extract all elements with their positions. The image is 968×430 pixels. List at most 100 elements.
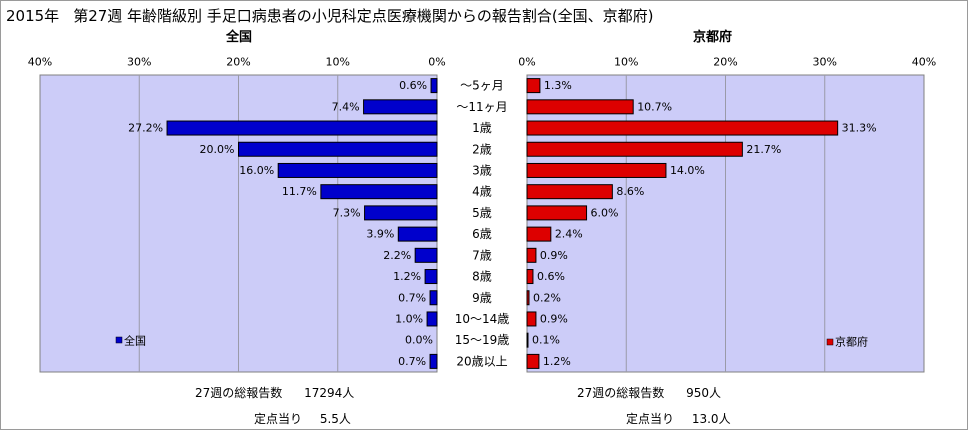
left-bar [430, 78, 438, 94]
right-legend-label: 京都府 [835, 335, 868, 349]
category-label: 9歳 [472, 291, 492, 305]
left-bar-value-label: 16.0% [239, 164, 274, 177]
left-bar [429, 353, 438, 369]
category-label: ～11ヶ月 [456, 100, 507, 114]
left-bar [414, 247, 438, 263]
right-bar [526, 184, 613, 200]
category-label: 5歳 [472, 206, 492, 220]
right-bar [526, 332, 529, 348]
left-tick-label: 20% [226, 56, 250, 69]
right-bar [526, 120, 839, 136]
left-bar-value-label: 7.4% [332, 100, 360, 113]
left-bar [363, 99, 438, 115]
left-bar-value-label: 7.3% [333, 206, 361, 219]
title-text: 第27週 年齢階級別 手足口病患者の小児科定点医療機関からの報告割合(全国、京都… [73, 7, 654, 25]
left-chart-title: 全国 [226, 30, 253, 45]
right-tick-label: 40% [912, 56, 936, 69]
right-bar [526, 226, 552, 242]
left-tick-label: 30% [127, 56, 151, 69]
right-tick-label: 10% [614, 56, 638, 69]
right-per-row: 定点当り 13.0人 [626, 410, 731, 427]
category-label: 20歳以上 [456, 354, 507, 368]
category-label: ～5ヶ月 [460, 79, 504, 93]
right-bar [526, 269, 534, 285]
left-bar-value-label: 20.0% [200, 143, 235, 156]
left-total-value: 17294人 [304, 386, 355, 400]
left-bar-value-label: 0.7% [398, 355, 426, 368]
right-per-value: 13.0人 [691, 412, 731, 426]
right-bar [526, 290, 530, 306]
left-bar [320, 184, 438, 200]
right-bar-value-label: 0.6% [537, 270, 565, 283]
right-tick-label: 20% [713, 56, 737, 69]
right-bar-value-label: 6.0% [591, 206, 619, 219]
category-label: 3歳 [472, 163, 492, 177]
left-bar-value-label: 1.0% [395, 312, 423, 325]
left-per-label: 定点当り [254, 412, 303, 426]
right-legend-swatch [826, 338, 834, 346]
left-total-label: 27週の総報告数 [195, 386, 283, 400]
right-bar [526, 162, 667, 178]
left-tick-label: 0% [428, 56, 445, 69]
right-bar-value-label: 10.7% [637, 100, 672, 113]
category-label: 8歳 [472, 270, 492, 284]
right-bar-value-label: 21.7% [746, 143, 781, 156]
left-per-row: 定点当り 5.5人 [254, 410, 351, 427]
right-bar [526, 311, 537, 327]
right-tick-label: 30% [813, 56, 837, 69]
category-label: 15～19歳 [455, 333, 510, 347]
right-total-label: 27週の総報告数 [577, 386, 665, 400]
title-year: 2015年 [6, 7, 60, 25]
left-bar [364, 205, 438, 221]
right-bar [526, 205, 588, 221]
left-bar [238, 141, 438, 157]
left-bar [426, 311, 438, 327]
left-bar [424, 269, 438, 285]
right-bar-value-label: 31.3% [842, 122, 877, 135]
right-bar [526, 353, 540, 369]
category-label: 10～14歳 [455, 312, 510, 326]
left-bar-value-label: 2.2% [383, 249, 411, 262]
right-bar-value-label: 1.3% [544, 79, 572, 92]
right-bar [526, 141, 743, 157]
left-bar [397, 226, 438, 242]
right-tick-label: 0% [518, 56, 535, 69]
right-total-value: 950人 [686, 386, 722, 400]
left-bar-value-label: 0.6% [399, 79, 427, 92]
right-bar-value-label: 1.2% [543, 355, 571, 368]
right-bar [526, 99, 634, 115]
right-bar-value-label: 2.4% [555, 228, 583, 241]
left-bar-value-label: 0.0% [405, 334, 433, 347]
right-bar-value-label: 14.0% [670, 164, 705, 177]
left-legend-swatch [115, 336, 123, 344]
left-bar [429, 290, 438, 306]
category-label: 6歳 [472, 227, 492, 241]
category-label: 4歳 [472, 185, 492, 199]
left-bar [166, 120, 438, 136]
left-legend-label: 全国 [124, 334, 146, 348]
category-label: 1歳 [472, 121, 492, 135]
left-bar-value-label: 11.7% [282, 185, 317, 198]
left-bar-value-label: 3.9% [366, 228, 394, 241]
left-tick-label: 40% [28, 56, 52, 69]
right-bar-value-label: 0.1% [532, 334, 560, 347]
chart-title: 2015年 第27週 年齢階級別 手足口病患者の小児科定点医療機関からの報告割合(… [6, 5, 654, 26]
right-bar [526, 247, 537, 263]
category-label: 7歳 [472, 248, 492, 262]
right-bar-value-label: 0.9% [540, 312, 568, 325]
right-bar-value-label: 0.9% [540, 249, 568, 262]
right-chart-title: 京都府 [693, 30, 733, 45]
right-bar [526, 78, 541, 94]
right-total-row: 27週の総報告数 950人 [577, 384, 721, 401]
left-bar-value-label: 27.2% [128, 122, 163, 135]
right-per-label: 定点当り [626, 412, 675, 426]
left-per-value: 5.5人 [319, 412, 351, 426]
left-tick-label: 10% [326, 56, 350, 69]
category-label: 2歳 [472, 142, 492, 156]
left-bar-value-label: 1.2% [393, 270, 421, 283]
left-total-row: 27週の総報告数 17294人 [195, 384, 354, 401]
left-bar [277, 162, 438, 178]
left-bar-value-label: 0.7% [398, 291, 426, 304]
right-bar-value-label: 8.6% [616, 185, 644, 198]
